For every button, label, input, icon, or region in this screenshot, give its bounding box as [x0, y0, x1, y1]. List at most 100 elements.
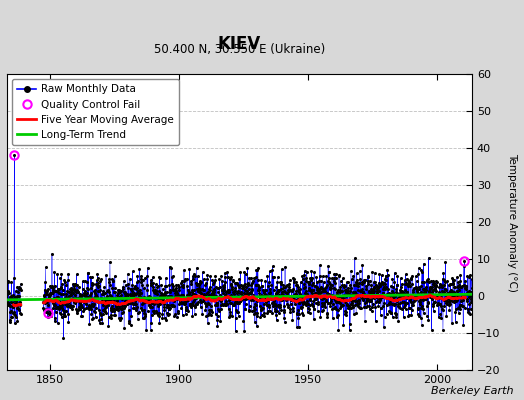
Point	[90, 308, 99, 315]
Point	[454, 305, 462, 311]
Point	[193, 300, 201, 306]
Point	[428, 292, 436, 298]
Point	[150, 301, 158, 308]
Point	[323, 314, 332, 320]
Point	[391, 311, 400, 317]
Point	[140, 310, 149, 317]
Point	[420, 310, 428, 316]
Point	[137, 290, 145, 296]
Point	[238, 293, 247, 300]
Point	[316, 314, 324, 320]
Point	[400, 291, 408, 297]
Point	[127, 282, 136, 288]
Point	[186, 301, 194, 308]
Point	[316, 284, 325, 290]
Point	[278, 297, 287, 304]
Point	[400, 290, 408, 296]
Point	[14, 284, 23, 291]
Point	[429, 301, 437, 307]
Point	[268, 263, 277, 269]
Point	[70, 286, 79, 292]
Point	[139, 277, 147, 283]
Point	[384, 294, 392, 300]
Point	[299, 276, 307, 282]
Point	[237, 297, 246, 303]
Point	[350, 296, 358, 302]
Point	[5, 302, 13, 308]
Point	[52, 288, 60, 294]
Point	[376, 296, 385, 302]
Point	[136, 292, 145, 299]
Point	[8, 292, 17, 298]
Point	[155, 313, 163, 320]
Point	[72, 308, 81, 314]
Point	[227, 281, 236, 288]
Point	[217, 273, 226, 279]
Point	[366, 289, 375, 295]
Point	[347, 292, 355, 299]
Point	[261, 299, 270, 305]
Point	[460, 282, 468, 288]
Point	[346, 287, 354, 294]
Point	[235, 284, 244, 290]
Point	[64, 271, 72, 277]
Point	[210, 286, 219, 292]
Point	[260, 294, 269, 300]
Point	[285, 280, 293, 287]
Point	[108, 278, 117, 284]
Point	[156, 301, 165, 308]
Point	[425, 289, 433, 295]
Point	[158, 296, 166, 302]
Text: Berkeley Earth: Berkeley Earth	[431, 386, 514, 396]
Point	[140, 294, 148, 300]
Point	[220, 282, 228, 288]
Point	[107, 312, 116, 319]
Point	[462, 284, 471, 290]
Point	[216, 302, 225, 308]
Point	[292, 293, 300, 300]
Point	[169, 283, 178, 290]
Point	[61, 279, 69, 285]
Point	[64, 298, 73, 304]
Point	[179, 294, 188, 300]
Point	[137, 301, 146, 308]
Point	[146, 277, 155, 284]
Point	[59, 334, 68, 341]
Point	[329, 315, 337, 321]
Point	[377, 311, 385, 318]
Point	[367, 308, 376, 315]
Point	[300, 272, 308, 278]
Point	[307, 286, 315, 293]
Point	[218, 301, 226, 307]
Point	[79, 278, 87, 285]
Point	[377, 272, 386, 278]
Point	[313, 308, 322, 315]
Point	[191, 295, 200, 301]
Point	[80, 290, 89, 296]
Point	[47, 290, 56, 296]
Point	[47, 290, 56, 296]
Point	[7, 313, 15, 320]
Point	[364, 278, 372, 284]
Point	[438, 288, 446, 294]
Point	[440, 277, 448, 283]
Point	[336, 278, 345, 284]
Point	[424, 275, 432, 282]
Point	[244, 281, 252, 288]
Point	[454, 279, 462, 285]
Point	[224, 287, 233, 293]
Point	[255, 290, 264, 297]
Point	[451, 308, 460, 315]
Point	[54, 306, 63, 312]
Point	[410, 292, 419, 298]
Point	[114, 289, 122, 296]
Point	[242, 301, 250, 308]
Point	[72, 306, 81, 312]
Point	[312, 296, 321, 302]
Point	[381, 281, 390, 287]
Point	[363, 297, 372, 303]
Point	[82, 296, 90, 302]
Point	[145, 302, 154, 308]
Point	[335, 272, 343, 278]
Point	[222, 298, 231, 304]
